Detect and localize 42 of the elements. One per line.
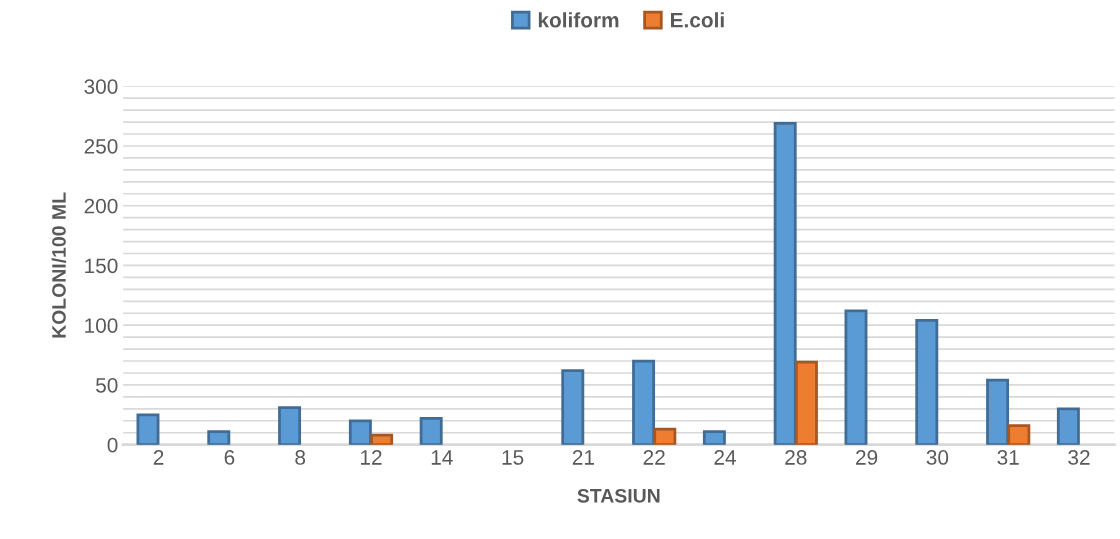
- bar: [794, 360, 818, 445]
- legend-label: E.coli: [671, 12, 724, 28]
- y-tick-label: 0: [107, 437, 118, 453]
- x-tick-label: 22: [643, 450, 665, 465]
- x-tick-label: 31: [997, 450, 1019, 465]
- x-tick-label: 2: [153, 450, 164, 465]
- x-tick-label: 32: [1068, 450, 1090, 465]
- bar: [773, 121, 797, 445]
- bar: [915, 319, 939, 445]
- x-tick-label: 24: [714, 450, 736, 465]
- y-tick-label: 50: [96, 377, 118, 393]
- x-tick-label: 21: [572, 450, 594, 465]
- x-tick-label: 15: [502, 450, 524, 465]
- x-tick-label: 12: [361, 450, 382, 465]
- bar: [561, 369, 585, 445]
- x-axis-title: STASIUN: [577, 488, 660, 503]
- bar: [207, 430, 231, 445]
- bar: [370, 433, 394, 445]
- y-tick-label: 200: [84, 198, 118, 214]
- y-tick-label: 150: [85, 258, 118, 274]
- bar: [1007, 424, 1031, 445]
- y-tick-label: 300: [84, 79, 118, 94]
- x-tick-label: 28: [785, 450, 807, 465]
- x-tick-label: 29: [856, 450, 878, 465]
- bar: [1056, 407, 1080, 445]
- bar: [653, 427, 677, 445]
- bar: [632, 359, 656, 445]
- x-tick-label: 6: [224, 450, 235, 465]
- bar: [278, 406, 302, 445]
- x-tick-label: 30: [926, 450, 949, 465]
- bar: [348, 419, 372, 445]
- x-tick-label: 14: [431, 450, 453, 465]
- bar: [136, 413, 160, 445]
- x-tick-label: 8: [295, 450, 306, 465]
- legend-label: koliform: [538, 12, 619, 28]
- y-tick-label: 250: [84, 138, 118, 154]
- bar: [702, 430, 726, 445]
- y-axis-title: KOLONI/100 ML: [51, 192, 67, 338]
- y-tick-label: 100: [85, 318, 118, 333]
- bar: [844, 309, 868, 445]
- bar: [986, 378, 1010, 445]
- bar: [419, 417, 443, 445]
